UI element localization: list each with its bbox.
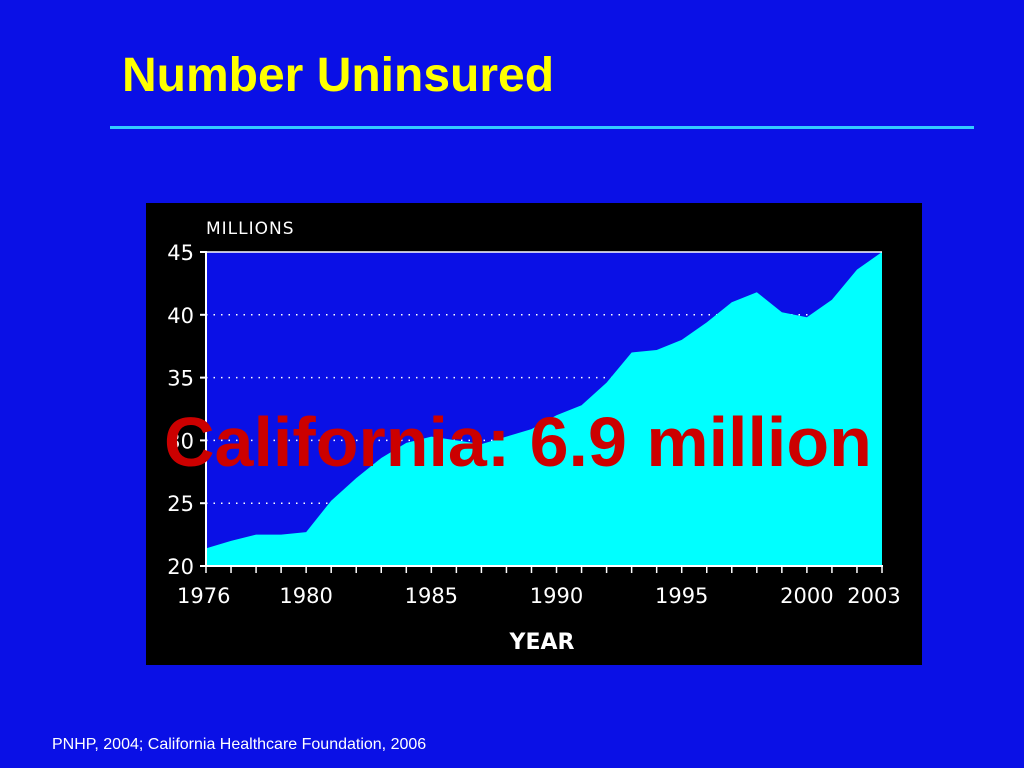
x-tick-label: 1990 [530,584,583,608]
x-tick-label: 1985 [405,584,458,608]
x-tick-label: 2000 [780,584,833,608]
y-tick-label: 20 [167,555,194,579]
source-citation: PNHP, 2004; California Healthcare Founda… [52,736,427,753]
y-tick-label: 40 [167,304,194,328]
slide-title: Number Uninsured [122,49,555,102]
x-tick-label: 1980 [279,584,332,608]
california-callout: California: 6.9 million [164,403,872,481]
x-axis-label: YEAR [509,630,575,655]
y-axis-label: MILLIONS [206,219,295,239]
x-tick-label: 1976 [177,584,230,608]
uninsured-area-series [206,252,882,566]
uninsured-area-chart: 20 25 30 35 40 45 1976 1980 1985 1990 1995 2000 200… [167,219,900,655]
y-tick-label: 30 [167,429,194,453]
y-tick-label: 25 [167,492,194,516]
y-tick-label: 35 [167,367,194,391]
x-tick-label: 2003 [847,584,900,608]
chart-panel: 20 25 30 35 40 45 1976 1980 1985 1990 1995 2000 200… [146,203,922,665]
y-tick-label: 45 [167,241,194,265]
x-tick-label: 1995 [655,584,708,608]
title-underline [110,126,974,129]
